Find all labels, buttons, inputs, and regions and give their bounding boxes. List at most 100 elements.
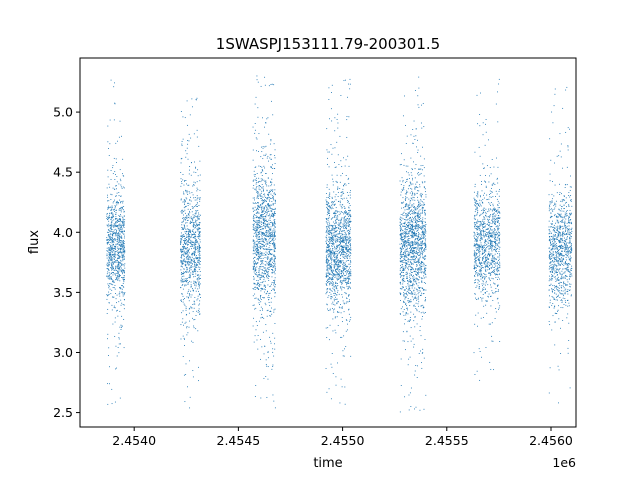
data-point <box>189 210 190 212</box>
data-point <box>188 326 190 328</box>
data-point <box>326 218 328 220</box>
data-point <box>269 233 271 235</box>
data-point <box>345 227 347 229</box>
data-point <box>346 192 348 193</box>
data-point <box>268 231 270 232</box>
data-point <box>186 269 188 271</box>
data-point <box>114 252 116 254</box>
data-point <box>264 248 265 250</box>
data-point <box>341 250 343 251</box>
data-point <box>326 250 328 252</box>
data-point <box>113 243 114 245</box>
data-point <box>403 189 405 191</box>
data-point <box>403 272 404 273</box>
data-point <box>195 249 197 250</box>
data-point <box>180 211 182 213</box>
data-point <box>328 205 329 207</box>
data-point <box>111 278 112 279</box>
data-point <box>414 243 416 245</box>
data-point <box>334 273 335 275</box>
data-point <box>113 219 115 221</box>
data-point <box>260 156 262 158</box>
data-point <box>334 236 336 238</box>
data-point <box>261 226 263 227</box>
data-point <box>194 197 196 198</box>
data-point <box>187 208 189 210</box>
data-point <box>413 250 415 252</box>
data-point <box>255 247 257 249</box>
data-point <box>257 182 259 183</box>
data-point <box>123 265 125 267</box>
data-point <box>326 268 328 270</box>
data-point <box>342 271 344 273</box>
data-point <box>344 265 346 267</box>
data-point <box>252 288 254 290</box>
data-point <box>331 282 332 284</box>
data-point <box>346 256 348 258</box>
data-point <box>119 295 121 297</box>
data-point <box>413 236 415 238</box>
data-point <box>190 240 192 242</box>
data-point <box>332 309 334 311</box>
data-point <box>260 238 262 240</box>
data-point <box>343 240 345 242</box>
data-point <box>192 270 193 272</box>
data-point <box>420 294 422 296</box>
data-point <box>270 158 272 160</box>
data-point <box>199 228 201 230</box>
data-point <box>350 190 352 192</box>
data-point <box>339 223 341 225</box>
data-point <box>409 211 411 213</box>
data-point <box>193 241 195 243</box>
data-point <box>262 257 264 259</box>
data-point <box>271 283 272 285</box>
data-point <box>272 189 274 191</box>
data-point <box>182 284 184 285</box>
data-point <box>350 355 352 357</box>
data-point <box>110 218 112 220</box>
data-point <box>114 240 116 242</box>
data-point <box>111 229 113 230</box>
data-point <box>270 204 272 206</box>
data-point <box>411 204 413 206</box>
data-point <box>328 339 330 341</box>
data-point <box>423 187 425 189</box>
data-point <box>329 272 331 274</box>
data-point <box>404 221 406 223</box>
data-point <box>274 233 276 235</box>
data-point <box>189 203 191 205</box>
data-point <box>122 230 124 232</box>
data-point <box>422 231 424 233</box>
data-point <box>116 229 118 231</box>
data-point <box>117 252 119 253</box>
data-point <box>266 365 268 367</box>
data-point <box>108 215 110 217</box>
data-point <box>120 304 122 306</box>
data-point <box>270 215 272 217</box>
data-point <box>185 222 187 224</box>
data-point <box>195 261 197 263</box>
data-point <box>266 242 268 244</box>
data-point <box>196 197 198 199</box>
data-point <box>185 205 187 207</box>
data-point <box>108 285 110 287</box>
data-point <box>332 272 333 274</box>
data-point <box>274 235 276 237</box>
data-point <box>188 260 189 262</box>
data-point <box>188 215 190 217</box>
data-point <box>189 212 191 214</box>
data-point <box>199 197 201 199</box>
data-point <box>342 267 344 269</box>
data-point <box>272 224 274 225</box>
data-point <box>331 366 333 368</box>
data-point <box>348 233 350 235</box>
data-point <box>188 217 189 218</box>
data-point <box>255 269 257 271</box>
data-point <box>333 298 335 300</box>
data-point <box>189 199 191 201</box>
data-point <box>346 276 348 278</box>
data-point <box>339 226 341 227</box>
data-point <box>199 234 201 236</box>
data-point <box>115 233 117 235</box>
data-point <box>269 213 270 215</box>
